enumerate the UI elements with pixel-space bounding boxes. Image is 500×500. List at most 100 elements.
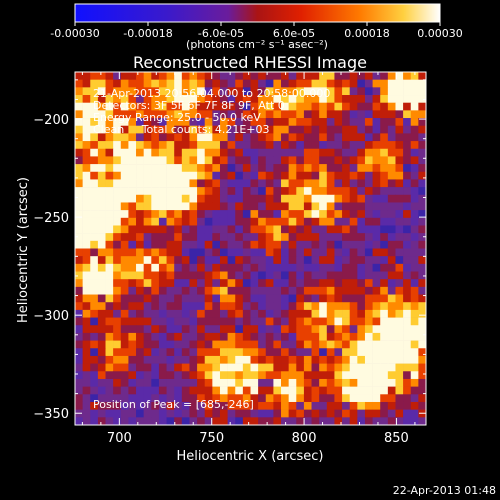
heatmap-cell bbox=[258, 210, 267, 219]
heatmap-cell bbox=[357, 271, 366, 280]
heatmap-cell bbox=[113, 302, 122, 311]
heatmap-cell bbox=[174, 309, 183, 318]
heatmap-cell bbox=[418, 378, 426, 387]
heatmap-cell bbox=[380, 233, 389, 242]
heatmap-cell bbox=[181, 294, 190, 303]
heatmap-cell bbox=[349, 279, 358, 288]
heatmap-cell bbox=[319, 363, 328, 372]
heatmap-cell bbox=[410, 355, 419, 364]
heatmap-cell bbox=[242, 263, 251, 272]
heatmap-cell bbox=[242, 72, 251, 80]
heatmap-cell bbox=[181, 79, 190, 88]
heatmap-cell bbox=[342, 371, 350, 380]
y-tick-label: −200 bbox=[33, 113, 69, 128]
heatmap-cell bbox=[212, 217, 221, 226]
heatmap-cell bbox=[181, 125, 190, 134]
heatmap-cell bbox=[197, 179, 206, 188]
heatmap-cell bbox=[197, 256, 206, 265]
heatmap-cell bbox=[288, 141, 297, 150]
x-tick-label: 850 bbox=[384, 431, 409, 446]
heatmap-cell bbox=[319, 72, 328, 80]
heatmap-cell bbox=[387, 279, 396, 288]
heatmap-cell bbox=[136, 409, 144, 418]
heatmap-cell bbox=[105, 72, 114, 80]
heatmap-cell bbox=[387, 164, 396, 173]
heatmap-cell bbox=[204, 286, 213, 295]
heatmap-cell bbox=[212, 279, 221, 288]
heatmap-cell bbox=[242, 309, 251, 318]
heatmap-cell bbox=[281, 417, 289, 425]
heatmap-cell bbox=[97, 279, 106, 288]
heatmap-cell bbox=[143, 378, 152, 387]
heatmap-cell bbox=[288, 156, 297, 165]
heatmap-cell bbox=[288, 233, 297, 242]
heatmap-cell bbox=[227, 79, 236, 88]
heatmap-cell bbox=[113, 363, 122, 372]
heatmap-cell bbox=[403, 378, 412, 387]
heatmap-cell bbox=[319, 156, 328, 165]
heatmap-cell bbox=[113, 355, 122, 364]
heatmap-cell bbox=[250, 371, 259, 380]
heatmap-cell bbox=[342, 164, 350, 173]
colorbar-tick-label: -0.00018 bbox=[123, 27, 172, 40]
heatmap-cell bbox=[197, 118, 206, 127]
heatmap-cell bbox=[281, 271, 289, 280]
heatmap-cell bbox=[105, 409, 114, 418]
heatmap-cell bbox=[319, 279, 328, 288]
heatmap-cell bbox=[136, 125, 144, 134]
heatmap-cell bbox=[265, 248, 274, 257]
heatmap-cell bbox=[181, 371, 190, 380]
heatmap-cell bbox=[120, 363, 129, 372]
heatmap-cell bbox=[143, 279, 152, 288]
heatmap-cell bbox=[418, 386, 426, 395]
heatmap-cell bbox=[410, 102, 419, 111]
heatmap-cell bbox=[410, 164, 419, 173]
heatmap-cell bbox=[387, 371, 396, 380]
heatmap-cell bbox=[372, 378, 381, 387]
heatmap-cell bbox=[418, 141, 426, 150]
heatmap-cell bbox=[219, 240, 228, 249]
heatmap-cell bbox=[97, 286, 106, 295]
heatmap-cell bbox=[342, 355, 350, 364]
heatmap-cell bbox=[288, 294, 297, 303]
heatmap-cell bbox=[219, 401, 228, 410]
heatmap-cell bbox=[181, 133, 190, 142]
heatmap-cell bbox=[227, 217, 236, 226]
heatmap-cell bbox=[158, 317, 167, 326]
heatmap-cell bbox=[303, 371, 312, 380]
heatmap-cell bbox=[197, 79, 206, 88]
heatmap-cell bbox=[258, 102, 267, 111]
heatmap-cell bbox=[418, 72, 426, 80]
heatmap-cell bbox=[372, 371, 381, 380]
heatmap-cell bbox=[90, 87, 99, 96]
heatmap-cell bbox=[120, 348, 129, 357]
heatmap-cell bbox=[319, 171, 328, 180]
heatmap-cell bbox=[82, 202, 91, 211]
heatmap-cell bbox=[326, 118, 335, 127]
heatmap-cell bbox=[166, 317, 175, 326]
heatmap-cell bbox=[166, 164, 175, 173]
heatmap-cell bbox=[281, 210, 289, 219]
heatmap-cell bbox=[372, 340, 381, 349]
heatmap-cell bbox=[311, 102, 320, 111]
heatmap-cell bbox=[219, 294, 228, 303]
heatmap-cell bbox=[189, 248, 198, 257]
heatmap-cell bbox=[342, 286, 350, 295]
heatmap-cell bbox=[90, 156, 99, 165]
heatmap-cell bbox=[174, 141, 183, 150]
heatmap-cell bbox=[258, 248, 267, 257]
heatmap-cell bbox=[82, 79, 91, 88]
heatmap-cell bbox=[181, 164, 190, 173]
heatmap-cell bbox=[181, 248, 190, 257]
heatmap-cell bbox=[143, 394, 152, 403]
heatmap-cell bbox=[281, 309, 289, 318]
heatmap-cell bbox=[113, 79, 122, 88]
heatmap-cell bbox=[380, 355, 389, 364]
heatmap-cell bbox=[204, 417, 213, 425]
heatmap-cell bbox=[158, 187, 167, 196]
heatmap-cell bbox=[281, 95, 289, 103]
heatmap-cell bbox=[105, 256, 114, 265]
heatmap-cell bbox=[90, 202, 99, 211]
heatmap-cell bbox=[204, 72, 213, 80]
heatmap-cell bbox=[319, 263, 328, 272]
